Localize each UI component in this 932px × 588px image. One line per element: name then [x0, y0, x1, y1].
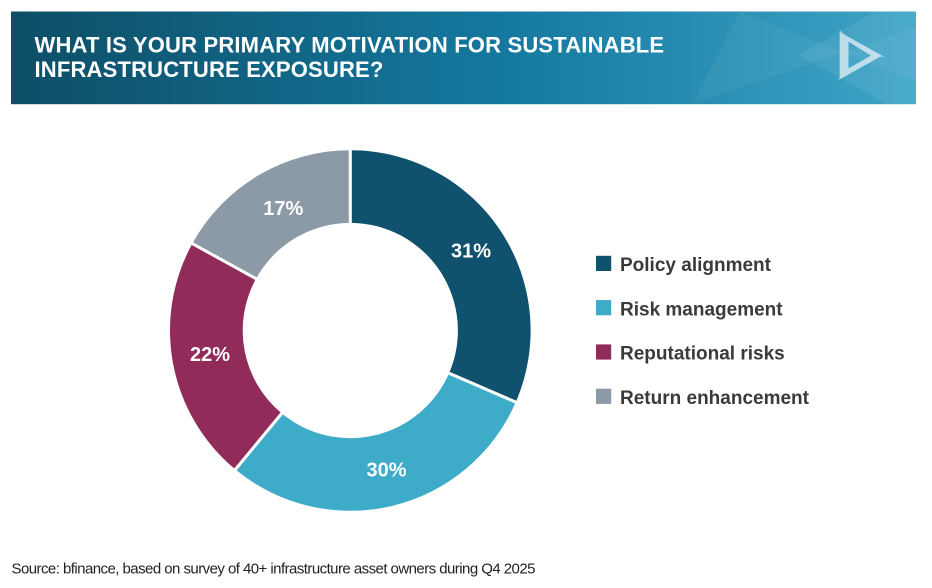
svg-text:Policy alignment: Policy alignment	[620, 255, 772, 276]
svg-text:Reputational risks: Reputational risks	[620, 344, 785, 365]
svg-text:30%: 30%	[366, 460, 406, 482]
svg-text:Risk management: Risk management	[620, 299, 783, 320]
svg-text:22%: 22%	[190, 344, 230, 366]
svg-text:INFRASTRUCTURE EXPOSURE?: INFRASTRUCTURE EXPOSURE?	[35, 57, 384, 82]
svg-text:31%: 31%	[451, 241, 491, 263]
svg-text:Return enhancement: Return enhancement	[620, 388, 810, 409]
svg-text:17%: 17%	[263, 198, 303, 220]
svg-text:Source: bfinance, based on sur: Source: bfinance, based on survey of 40+…	[12, 561, 536, 578]
svg-text:WHAT IS YOUR PRIMARY MOTIVATIO: WHAT IS YOUR PRIMARY MOTIVATION FOR SUST…	[35, 33, 665, 58]
